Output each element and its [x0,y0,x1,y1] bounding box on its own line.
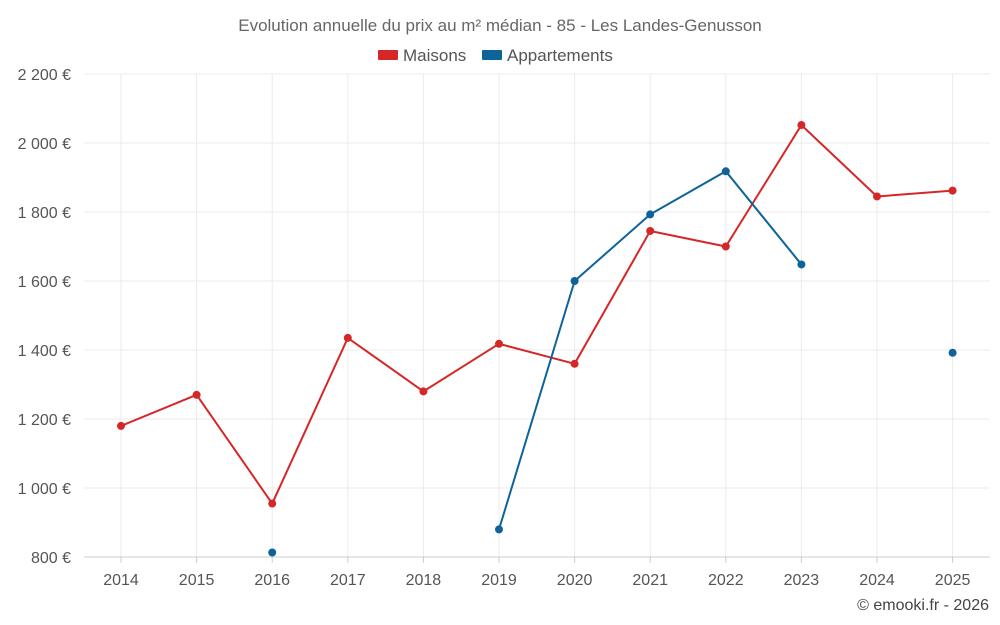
credit-text: © emooki.fr - 2026 [857,597,989,614]
legend-swatch-maisons [378,50,398,60]
x-tick-label: 2021 [632,572,668,589]
y-tick-label: 1 000 € [18,481,71,498]
x-tick-label: 2019 [481,572,517,589]
legend-item-maisons[interactable]: Maisons [378,46,466,65]
data-point-maisons[interactable] [268,499,277,508]
legend-label-maisons: Maisons [403,46,466,65]
x-tick-label: 2017 [330,572,366,589]
x-tick-label: 2018 [406,572,442,589]
series [117,121,957,557]
grid [84,73,990,557]
y-tick-label: 1 400 € [18,343,71,360]
data-point-maisons[interactable] [570,359,579,368]
x-tick-label: 2014 [103,572,139,589]
data-point-appartements[interactable] [268,548,277,557]
data-point-appartements[interactable] [570,277,579,285]
legend-item-appartements[interactable]: Appartements [482,46,613,65]
y-tick-label: 1 200 € [18,412,71,429]
series-maisons [117,121,957,508]
y-tick-label: 2 000 € [18,136,71,153]
data-point-appartements[interactable] [646,210,655,219]
data-point-maisons[interactable] [192,390,201,399]
data-point-maisons[interactable] [721,242,730,251]
data-point-appartements[interactable] [948,348,957,357]
data-point-maisons[interactable] [419,387,428,396]
x-tick-label: 2016 [254,572,290,589]
series-line-maisons [120,124,953,505]
data-point-maisons[interactable] [343,333,352,342]
data-point-appartements[interactable] [797,260,806,269]
x-tick-label: 2022 [708,572,744,589]
data-point-maisons[interactable] [646,226,655,235]
data-point-appartements[interactable] [495,525,503,534]
y-tick-label: 800 € [31,550,71,567]
x-tick-label: 2015 [179,572,215,589]
legend: Maisons Appartements [378,46,613,65]
data-point-appartements[interactable] [721,167,730,176]
y-tick-label: 1 600 € [18,274,71,291]
x-tick-label: 2020 [557,572,593,589]
x-tick-label: 2025 [935,572,971,589]
x-tick-label: 2023 [784,572,820,589]
data-point-maisons[interactable] [948,186,957,195]
y-tick-label: 2 200 € [18,67,71,84]
data-point-maisons[interactable] [797,121,806,130]
x-tick-label: 2024 [859,572,895,589]
series-appartements [268,167,957,557]
chart-title: Evolution annuelle du prix au m² médian … [238,16,762,35]
data-point-maisons[interactable] [873,192,881,201]
data-point-maisons[interactable] [117,421,125,430]
axes: 800 € 1 000 € 1 200 € 1 400 € 1 600 € 1 800 €… [18,67,990,589]
legend-swatch-appartements [482,50,502,60]
y-tick-label: 1 800 € [18,205,71,222]
data-point-maisons[interactable] [495,339,503,348]
legend-label-appartements: Appartements [507,46,613,65]
